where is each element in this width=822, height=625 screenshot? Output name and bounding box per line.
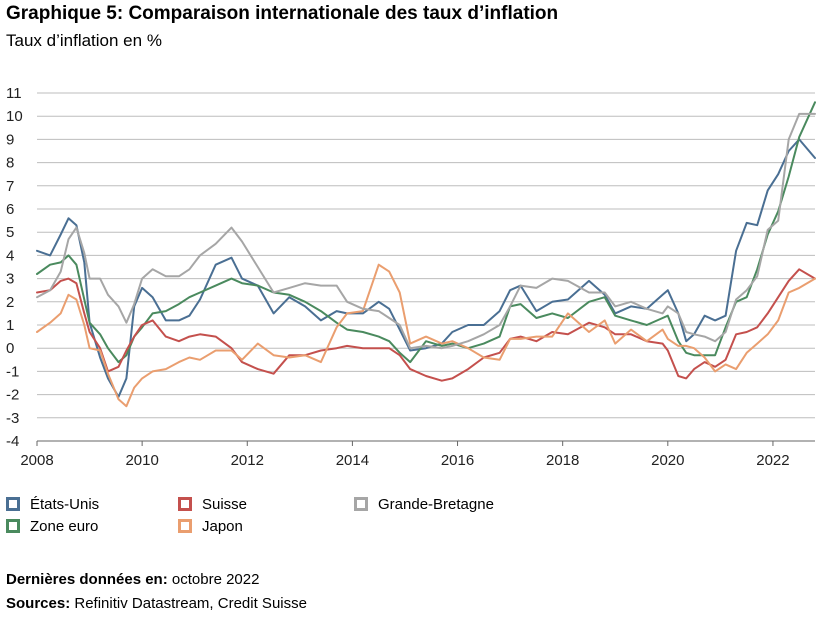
footer-sources-label: Sources: bbox=[6, 595, 71, 612]
y-tick-label: -1 bbox=[6, 363, 19, 380]
y-tick-label: 8 bbox=[6, 155, 14, 172]
x-tick-label: 2016 bbox=[441, 452, 474, 469]
x-tick-label: 2008 bbox=[20, 452, 53, 469]
legend-item-japon[interactable]: Japon bbox=[178, 516, 243, 536]
legend-label: Grande-Bretagne bbox=[378, 495, 494, 513]
x-tick-label: 2014 bbox=[336, 452, 369, 469]
y-tick-label: -2 bbox=[6, 387, 19, 404]
footer-sources-value: Refinitiv Datastream, Credit Suisse bbox=[74, 595, 307, 612]
legend-item-zone-euro[interactable]: Zone euro bbox=[6, 516, 98, 536]
legend-item-grande-bretagne[interactable]: Grande-Bretagne bbox=[354, 494, 494, 514]
y-tick-label: 10 bbox=[6, 108, 23, 125]
y-tick-label: 1 bbox=[6, 317, 14, 334]
chart-subtitle: Taux d’inflation en % bbox=[6, 31, 162, 50]
legend-item-suisse[interactable]: Suisse bbox=[178, 494, 247, 514]
footer-latest-data: Dernières données en: octobre 2022 bbox=[6, 571, 259, 588]
y-tick-label: 5 bbox=[6, 224, 14, 241]
legend-label: Zone euro bbox=[30, 517, 99, 535]
x-tick-label: 2010 bbox=[125, 452, 158, 469]
footer-latest-value: octobre 2022 bbox=[171, 571, 260, 588]
legend-label: Suisse bbox=[202, 495, 248, 513]
legend-swatch-icon bbox=[178, 519, 192, 533]
y-tick-label: 9 bbox=[6, 131, 14, 148]
y-tick-label: 2 bbox=[6, 294, 14, 311]
y-tick-label: 3 bbox=[6, 271, 14, 288]
footer-latest-label: Dernières données en: bbox=[6, 571, 168, 588]
gridlines bbox=[36, 92, 815, 446]
legend-label: États-Unis bbox=[30, 495, 100, 513]
legend-label: Japon bbox=[202, 517, 243, 535]
y-tick-label: 4 bbox=[6, 247, 14, 264]
y-tick-label: -3 bbox=[6, 410, 19, 427]
y-tick-label: -4 bbox=[6, 433, 19, 450]
series-line-japon bbox=[36, 263, 816, 408]
legend-swatch-icon bbox=[178, 497, 192, 511]
series-lines bbox=[36, 101, 816, 408]
series-line-suisse bbox=[36, 268, 816, 382]
legend-swatch-icon bbox=[354, 497, 368, 511]
legend-item-etats-unis[interactable]: États-Unis bbox=[6, 494, 99, 514]
x-tick-label: 2022 bbox=[756, 452, 789, 469]
footer-sources: Sources: Refinitiv Datastream, Credit Su… bbox=[6, 595, 307, 612]
x-axis-tick-labels: 2008 2010 2012 2014 2016 2018 2020 2022 bbox=[20, 452, 789, 469]
y-tick-label: 11 bbox=[6, 85, 22, 102]
series-line-etats-unis bbox=[36, 138, 816, 398]
y-tick-label: 6 bbox=[6, 201, 14, 218]
x-tick-label: 2012 bbox=[231, 452, 264, 469]
x-tick-label: 2020 bbox=[651, 452, 684, 469]
y-tick-label: 7 bbox=[6, 178, 14, 195]
legend-swatch-icon bbox=[6, 519, 20, 533]
y-axis-tick-labels: -4 -3 -2 -1 0 1 2 3 4 5 6 7 8 9 10 11 bbox=[6, 85, 23, 450]
legend-swatch-icon bbox=[6, 497, 20, 511]
x-tick-label: 2018 bbox=[546, 452, 579, 469]
page-title: Graphique 5: Comparaison internationale … bbox=[6, 3, 559, 24]
series-line-grande-bretagne bbox=[36, 112, 816, 350]
y-tick-label: 0 bbox=[6, 340, 14, 357]
